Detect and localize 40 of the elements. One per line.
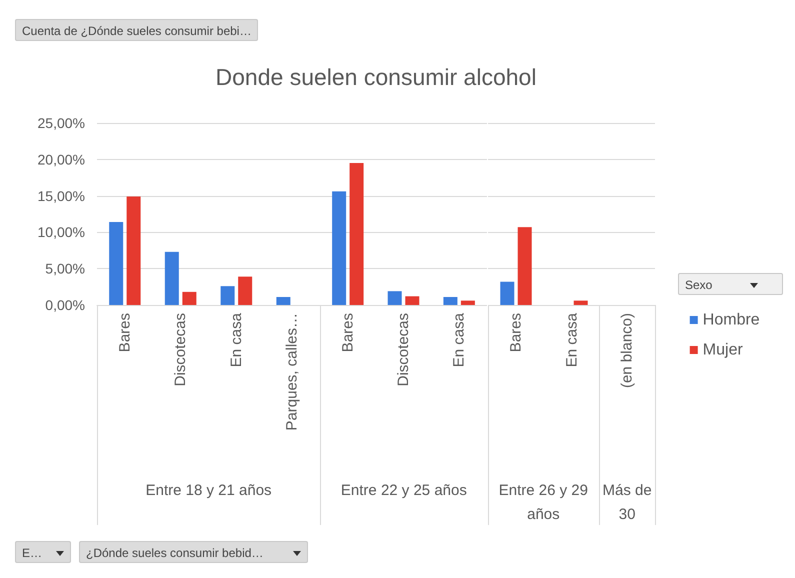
- bar: [388, 291, 402, 305]
- text: Cuenta de ¿Dónde sueles consumir bebi…: [22, 24, 252, 38]
- y-tick-label: 20,00%: [38, 151, 85, 168]
- y-tick-label: 5,00%: [45, 260, 85, 277]
- x-axis-title: Más de 30: [601, 481, 653, 525]
- x-tick-label: Discotecas: [395, 313, 412, 386]
- y-tick-label: 10,00%: [38, 224, 85, 240]
- y-tick-label: 0,00%: [45, 297, 85, 313]
- bar: [461, 300, 476, 305]
- x-tick-label: Bares: [507, 313, 524, 352]
- legend-label: Mujer: [702, 342, 744, 358]
- text: ¿Dónde sueles consumir bebid…: [86, 546, 264, 560]
- bar: [332, 191, 346, 305]
- bar: [182, 292, 196, 305]
- x-tick-label: En casa: [563, 312, 580, 368]
- x-axis-title: Entre 18 y 21 años: [144, 481, 273, 501]
- bar: [220, 286, 235, 305]
- bar: [126, 196, 141, 305]
- x-tick-label: Bares: [340, 313, 357, 352]
- legend-title: Sexo: [685, 278, 712, 292]
- x-tick-label: En casa: [450, 312, 468, 368]
- text: E…: [22, 546, 42, 560]
- x-tick-label: Bares: [116, 313, 134, 352]
- bar: [350, 163, 364, 305]
- y-tick-label: 25,00%: [38, 115, 85, 131]
- x-axis-title: Entre 26 y 29 años: [498, 481, 589, 525]
- bar: [238, 276, 252, 305]
- x-tick-label: Parques, calles…: [284, 313, 301, 431]
- x-axis-title: Entre 22 y 25 años: [340, 481, 468, 501]
- x-tick-label: En casa: [228, 312, 245, 368]
- bar: [405, 296, 420, 305]
- x-tick-label: Discotecas: [172, 313, 190, 386]
- bar: [109, 222, 124, 305]
- bar: [276, 296, 290, 305]
- x-tick-label: (en blanco): [618, 313, 636, 388]
- bar: [164, 252, 179, 305]
- y-tick-label: 15,00%: [38, 188, 85, 204]
- bar: [444, 296, 458, 305]
- legend-label: Hombre: [702, 312, 760, 328]
- text: Donde suelen consumir alcohol: [214, 64, 538, 91]
